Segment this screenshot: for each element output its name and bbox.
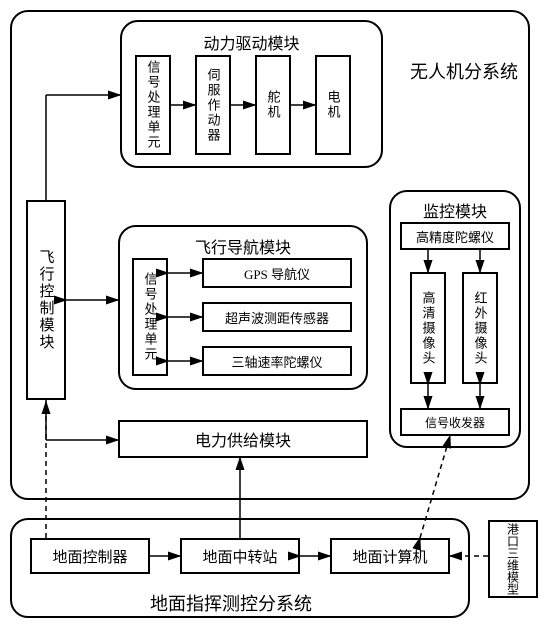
flight-nav-title: 飞行导航模块 xyxy=(120,234,366,258)
power-drive-title: 动力驱动模块 xyxy=(122,30,381,54)
pd-motor-label: 电机 xyxy=(324,90,343,120)
pd-motor: 电机 xyxy=(315,55,351,155)
ground-relay: 地面中转站 xyxy=(180,538,300,574)
mon-transceiver: 信号收发器 xyxy=(400,408,510,436)
mon-ir-cam-label: 红外摄像头 xyxy=(471,291,490,366)
monitor-title: 监控模块 xyxy=(391,198,519,222)
fn-ultrasonic-label: 超声波测距传感器 xyxy=(225,308,329,327)
mon-transceiver-label: 信号收发器 xyxy=(425,414,485,431)
mon-ir-cam: 红外摄像头 xyxy=(462,272,498,384)
port-model-label: 港口三维模型 xyxy=(505,523,522,595)
mon-hp-gyro-label: 高精度陀螺仪 xyxy=(416,227,494,246)
mon-hd-cam: 高清摄像头 xyxy=(410,272,446,384)
ground-system-label: 地面指挥测控分系统 xyxy=(150,590,312,616)
mon-hd-cam-label: 高清摄像头 xyxy=(419,291,438,366)
fn-ultrasonic: 超声波测距传感器 xyxy=(202,302,352,332)
ground-computer-label: 地面计算机 xyxy=(352,546,427,567)
fn-signal-unit-label: 信号处理单元 xyxy=(141,272,160,362)
ground-computer: 地面计算机 xyxy=(330,538,450,574)
fn-gyro-label: 三轴速率陀螺仪 xyxy=(231,352,322,371)
flight-ctrl-module: 飞行控制模块 xyxy=(26,200,66,400)
uav-system-label: 无人机分系统 xyxy=(410,58,518,84)
pd-servo-label: 伺服作动器 xyxy=(204,68,223,143)
pd-servo: 伺服作动器 xyxy=(195,55,231,155)
ground-controller-label: 地面控制器 xyxy=(52,546,127,567)
fn-signal-unit: 信号处理单元 xyxy=(132,258,168,376)
power-supply-label: 电力供给模块 xyxy=(195,427,291,451)
ground-relay-label: 地面中转站 xyxy=(202,546,277,567)
pd-rudder-label: 舵机 xyxy=(264,90,283,120)
fn-gyro: 三轴速率陀螺仪 xyxy=(202,346,352,376)
fn-gps: GPS 导航仪 xyxy=(202,258,352,288)
flight-ctrl-label: 飞行控制模块 xyxy=(36,249,57,351)
pd-rudder: 舵机 xyxy=(255,55,291,155)
ground-controller: 地面控制器 xyxy=(30,538,150,574)
port-model: 港口三维模型 xyxy=(488,520,538,598)
mon-hp-gyro: 高精度陀螺仪 xyxy=(400,222,510,250)
power-supply-module: 电力供给模块 xyxy=(118,420,368,458)
pd-signal-unit: 信号处理单元 xyxy=(135,55,171,155)
pd-signal-unit-label: 信号处理单元 xyxy=(144,60,163,150)
fn-gps-label: GPS 导航仪 xyxy=(244,264,310,283)
